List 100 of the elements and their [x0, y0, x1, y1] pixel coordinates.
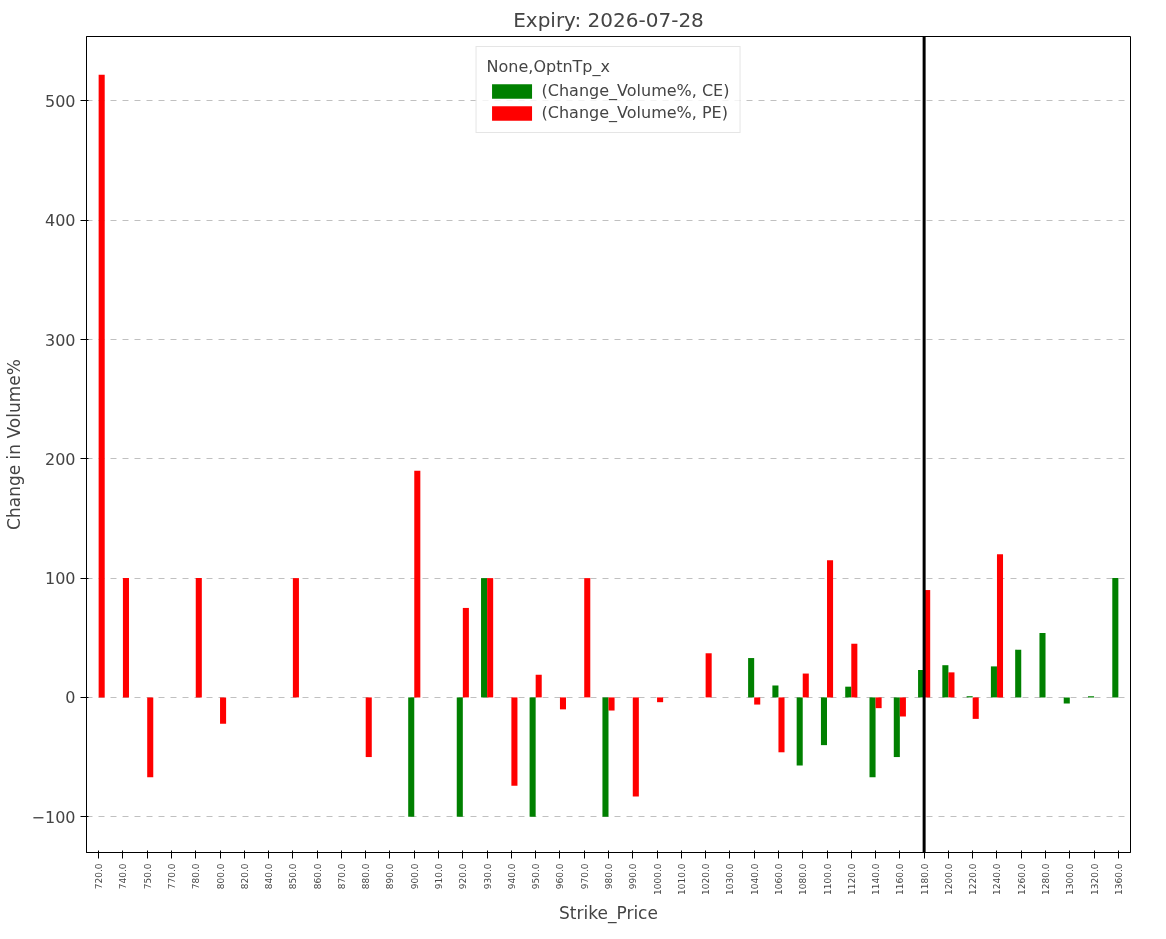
bar: [584, 578, 591, 698]
bar: [220, 697, 227, 724]
bar: [796, 697, 803, 766]
x-tick-label: 770.0: [166, 863, 177, 890]
bar: [408, 697, 415, 817]
bar: [487, 578, 494, 698]
bar: [511, 697, 518, 786]
legend-title: None,OptnTp_x: [486, 57, 611, 76]
y-tick-label: 100: [44, 569, 76, 589]
bar: [529, 697, 536, 817]
bar: [990, 666, 997, 698]
bar: [893, 697, 900, 758]
bar: [869, 697, 876, 778]
x-tick-label: 930.0: [482, 863, 493, 890]
bar: [292, 578, 299, 698]
x-tick-label: 1100.0: [822, 863, 833, 895]
bar: [657, 697, 664, 703]
x-tick-label: 1010.0: [676, 863, 687, 895]
x-tick-label: 890.0: [385, 863, 396, 890]
y-axis-title: Change in Volume%: [3, 359, 24, 530]
x-tick-label: 800.0: [215, 863, 226, 890]
y-tick-label: 300: [44, 330, 76, 350]
x-tick-label: 1240.0: [992, 863, 1003, 895]
x-tick-label: 1280.0: [1041, 863, 1052, 895]
x-tick-label: 750.0: [142, 863, 153, 890]
bar: [602, 697, 609, 817]
x-tick-label: 1220.0: [968, 863, 979, 895]
legend-label: (Change_Volume%, CE): [541, 81, 730, 100]
x-tick-label: 1080.0: [798, 863, 809, 895]
y-tick-label: −100: [31, 807, 76, 827]
bar: [754, 697, 761, 705]
bar: [996, 554, 1004, 698]
y-tick-label: 500: [44, 91, 76, 111]
bar: [462, 607, 469, 698]
bar: [778, 697, 785, 753]
x-tick-label: 1200.0: [943, 863, 954, 895]
bar: [608, 697, 615, 711]
bar: [772, 685, 779, 698]
y-tick-label: 400: [44, 211, 76, 231]
x-tick-label: 920.0: [458, 863, 469, 890]
bar: [899, 697, 906, 717]
bar: [559, 697, 567, 710]
bar: [1039, 632, 1046, 698]
x-tick-label: 740.0: [118, 863, 129, 890]
bar: [748, 658, 755, 698]
legend-label: (Change_Volume%, PE): [541, 103, 728, 122]
bar: [98, 74, 105, 698]
bar: [851, 643, 858, 698]
x-tick-label: 880.0: [361, 863, 372, 890]
x-tick-label: 1320.0: [1089, 863, 1100, 895]
bar: [1063, 697, 1070, 704]
bar: [845, 686, 852, 698]
x-tick-label: 1180.0: [919, 863, 930, 895]
x-tick-label: 1120.0: [846, 863, 857, 895]
bar: [972, 697, 979, 719]
x-tick-label: 970.0: [579, 863, 590, 890]
bar: [195, 578, 202, 698]
x-tick-label: 1360.0: [1113, 863, 1124, 895]
x-tick-label: 820.0: [239, 863, 250, 890]
x-tick-label: 860.0: [312, 863, 323, 890]
bar: [802, 673, 809, 698]
bar: [827, 560, 834, 698]
bar: [365, 697, 372, 758]
x-tick-label: 1260.0: [1016, 863, 1027, 895]
x-tick-label: 950.0: [531, 863, 542, 890]
x-tick-label: 1060.0: [773, 863, 784, 895]
bar: [1112, 578, 1119, 698]
x-tick-label: 900.0: [409, 863, 420, 890]
x-tick-label: 980.0: [604, 863, 614, 890]
x-tick-label: 960.0: [555, 863, 566, 890]
x-tick-label: 840.0: [264, 863, 275, 890]
chart-title: Expiry: 2026-07-28: [513, 7, 704, 32]
bar: [535, 674, 542, 698]
bar: [456, 697, 463, 817]
bar: [122, 578, 129, 698]
x-axis-title: Strike_Price: [559, 902, 658, 924]
x-tick-label: 1030.0: [725, 863, 736, 895]
bar: [820, 697, 828, 746]
x-tick-label: 1020.0: [701, 863, 712, 895]
x-tick-label: 850.0: [288, 863, 299, 890]
bar: [705, 653, 712, 698]
y-tick-label: 200: [44, 449, 76, 469]
x-tick-label: 990.0: [628, 863, 639, 890]
x-tick-label: 1140.0: [871, 863, 882, 895]
bar: [147, 697, 154, 778]
x-tick-label: 1160.0: [895, 863, 906, 895]
x-tick-label: 720.0: [94, 863, 105, 890]
bar: [875, 697, 882, 709]
bar: [414, 470, 421, 698]
x-tick-label: 870.0: [336, 863, 347, 890]
x-tick-label: 1000.0: [652, 863, 663, 895]
y-tick-label: 0: [65, 688, 76, 708]
x-tick-label: 780.0: [191, 863, 202, 890]
bar: [632, 697, 639, 797]
x-tick-label: 910.0: [434, 863, 445, 890]
x-tick-label: 940.0: [506, 863, 517, 890]
x-tick-label: 1040.0: [749, 863, 760, 895]
bar: [481, 578, 488, 698]
x-tick-label: 1300.0: [1065, 863, 1076, 895]
bar: [1015, 649, 1022, 698]
